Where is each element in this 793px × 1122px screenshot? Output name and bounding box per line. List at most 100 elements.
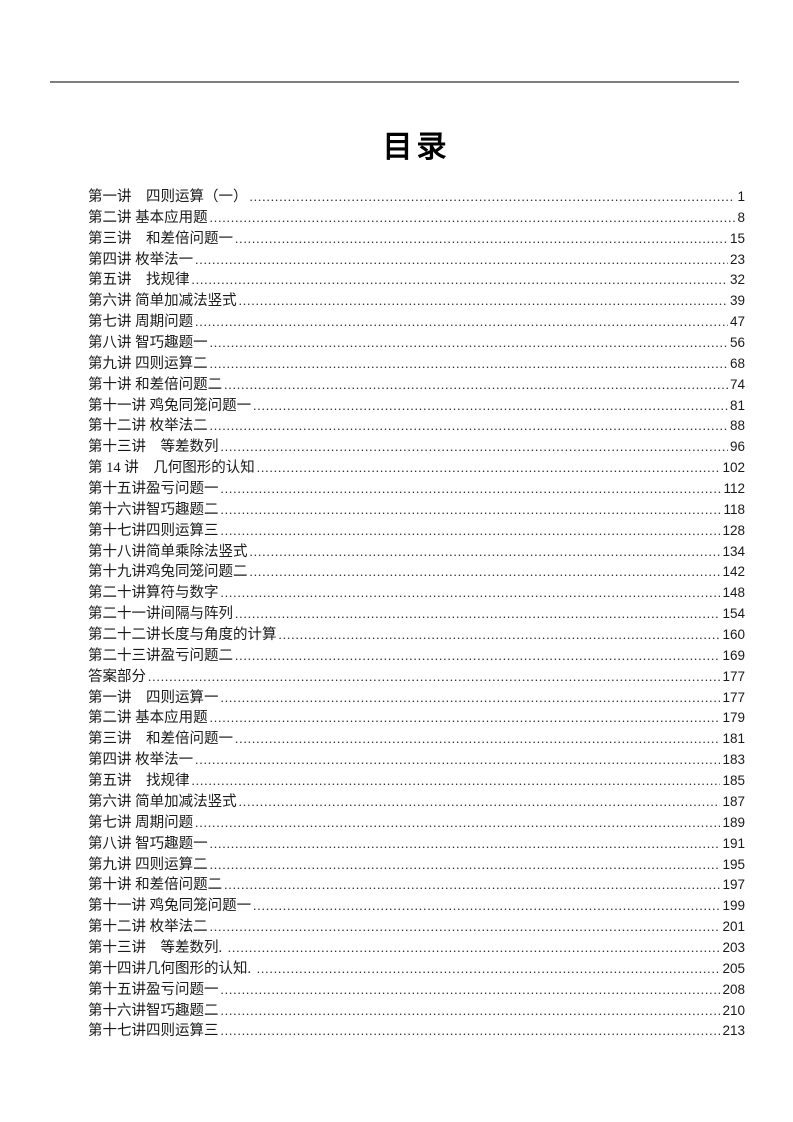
- toc-entry-label: 第三讲 和差倍问题一: [88, 230, 233, 247]
- toc-entry[interactable]: 第十五讲盈亏问题一 208: [88, 980, 745, 1001]
- toc-entry[interactable]: 第十五讲盈亏问题一 112: [88, 479, 745, 500]
- toc-entry[interactable]: 第十六讲智巧趣题二 210: [88, 1001, 745, 1022]
- toc-entry-page: 128: [722, 522, 745, 538]
- toc-entry-label: 第五讲 找规律: [88, 773, 190, 790]
- toc-entry[interactable]: 第十三讲 等差数列. 203: [88, 938, 745, 959]
- toc-dot-leader: [239, 291, 728, 312]
- toc-dot-leader: [210, 834, 721, 855]
- toc-entry-page: 210: [722, 1002, 745, 1018]
- toc-entry-label: 第十六讲智巧趣题二: [88, 1002, 219, 1019]
- toc-entry-label: 第三讲 和差倍问题一: [88, 731, 233, 748]
- toc-entry[interactable]: 第二十三讲盈亏问题二 169: [88, 646, 745, 667]
- toc-entry-page: 195: [722, 856, 745, 872]
- toc-entry-page: 208: [722, 981, 745, 997]
- toc-entry[interactable]: 第十三讲 等差数列 96: [88, 437, 745, 458]
- toc-entry-page: 118: [723, 501, 745, 517]
- toc-entry-page: 187: [722, 793, 745, 809]
- toc-dot-leader: [257, 458, 721, 479]
- toc-entry[interactable]: 第十讲 和差倍问题二 197: [88, 875, 745, 896]
- toc-entry[interactable]: 第五讲 找规律 185: [88, 771, 745, 792]
- toc-entry[interactable]: 第七讲 周期问题 189: [88, 813, 745, 834]
- toc-entry[interactable]: 第十一讲 鸡兔同笼问题一 199: [88, 896, 745, 917]
- toc-entry-page: 8: [737, 209, 745, 225]
- toc-entry-label: 第十七讲四则运算三: [88, 522, 219, 539]
- toc-entry[interactable]: 第二十讲算符与数字 148: [88, 583, 745, 604]
- toc-entry-label: 第十一讲 鸡兔同笼问题一: [88, 898, 252, 915]
- toc-dot-leader: [253, 896, 720, 917]
- toc-dot-leader: [210, 354, 728, 375]
- toc-dot-leader: [221, 479, 722, 500]
- toc-entry[interactable]: 第四讲 枚举法一 183: [88, 750, 745, 771]
- toc-entry-page: 154: [722, 606, 745, 622]
- toc-entry-label: 第七讲 周期问题: [88, 314, 194, 331]
- header-rule: [50, 81, 739, 83]
- toc-entry-page: 148: [722, 585, 745, 601]
- toc-dot-leader: [235, 604, 720, 625]
- toc-entry[interactable]: 第十一讲 鸡兔同笼问题一 81: [88, 396, 745, 417]
- toc-entry-label: 第八讲 智巧趣题一: [88, 335, 208, 352]
- toc-entry-page: 81: [729, 397, 745, 413]
- toc-entry[interactable]: 第十七讲四则运算三 128: [88, 521, 745, 542]
- page-title: 目录: [382, 131, 451, 164]
- toc-entry-page: 213: [722, 1023, 745, 1039]
- toc-entry-page: 23: [729, 251, 745, 267]
- toc-entry[interactable]: 第七讲 周期问题 47: [88, 312, 745, 333]
- toc-entry-label: 第十二讲 枚举法二: [88, 418, 208, 435]
- toc-entry-label: 第十一讲 鸡兔同笼问题一: [88, 397, 252, 414]
- toc-entry[interactable]: 第二讲 基本应用题 179: [88, 708, 745, 729]
- toc-dot-leader: [235, 229, 728, 250]
- toc-entry[interactable]: 第八讲 智巧趣题一 56: [88, 333, 745, 354]
- toc-entry[interactable]: 第二十二讲长度与角度的计算 160: [88, 625, 745, 646]
- toc-entry-label: 第四讲 枚举法一: [88, 752, 194, 769]
- toc-entry[interactable]: 第十七讲四则运算三 213: [88, 1021, 745, 1042]
- toc-entry-label: 第五讲 找规律: [88, 272, 190, 289]
- toc-entry-label: 第十九讲鸡兔同笼问题二: [88, 564, 248, 581]
- toc-dot-leader: [195, 312, 728, 333]
- toc-entry[interactable]: 第 14 讲 几何图形的认知 102: [88, 458, 745, 479]
- toc-entry[interactable]: 第五讲 找规律 32: [88, 270, 745, 291]
- toc-entry-page: 177: [722, 689, 745, 705]
- toc-entry-page: 201: [722, 919, 745, 935]
- toc-entry[interactable]: 第二讲 基本应用题 8: [88, 208, 745, 229]
- toc-entry[interactable]: 第三讲 和差倍问题一 181: [88, 729, 745, 750]
- toc-entry[interactable]: 第十九讲鸡兔同笼问题二 142: [88, 562, 745, 583]
- toc-entry[interactable]: 第十二讲 枚举法二 88: [88, 416, 745, 437]
- toc-dot-leader: [192, 270, 728, 291]
- toc-dot-leader: [257, 959, 721, 980]
- toc-entry[interactable]: 第二十一讲间隔与阵列 154: [88, 604, 745, 625]
- toc-entry-page: 205: [722, 960, 745, 976]
- toc-entry[interactable]: 第一讲 四则运算一 177: [88, 688, 745, 709]
- toc-entry[interactable]: 第六讲 简单加减法竖式 187: [88, 792, 745, 813]
- toc-entry[interactable]: 第九讲 四则运算二 195: [88, 855, 745, 876]
- toc-entry[interactable]: 第十讲 和差倍问题二 74: [88, 375, 745, 396]
- toc-dot-leader: [224, 875, 720, 896]
- toc-entry[interactable]: 第十二讲 枚举法二 201: [88, 917, 745, 938]
- toc-entry[interactable]: 第四讲 枚举法一 23: [88, 250, 745, 271]
- toc-dot-leader: [250, 542, 721, 563]
- toc-entry-page: 169: [722, 647, 745, 663]
- toc-entry-page: 112: [723, 481, 745, 497]
- toc-dot-leader: [228, 938, 721, 959]
- toc-entry-page: 15: [729, 230, 745, 246]
- toc-entry-label: 第十五讲盈亏问题一: [88, 981, 219, 998]
- toc-entry-label: 第九讲 四则运算二: [88, 856, 208, 873]
- toc-entry-label: 第二讲 基本应用题: [88, 710, 208, 727]
- toc-dot-leader: [210, 917, 721, 938]
- toc-entry-page: 32: [729, 272, 745, 288]
- toc-entry[interactable]: 第一讲 四则运算（一） 1: [88, 187, 745, 208]
- toc-entry-page: 1: [737, 189, 745, 204]
- toc-dot-leader: [195, 813, 720, 834]
- toc-entry[interactable]: 第十四讲几何图形的认知. 205: [88, 959, 745, 980]
- toc-entry[interactable]: 答案部分 177: [88, 667, 745, 688]
- toc-entry[interactable]: 第八讲 智巧趣题一 191: [88, 834, 745, 855]
- toc-entry-label: 第 14 讲 几何图形的认知: [88, 460, 255, 477]
- toc-entry[interactable]: 第十六讲智巧趣题二 118: [88, 500, 745, 521]
- toc-entry-page: 96: [729, 439, 745, 455]
- toc-entry[interactable]: 第九讲 四则运算二 68: [88, 354, 745, 375]
- toc-dot-leader: [279, 625, 721, 646]
- toc-entry[interactable]: 第三讲 和差倍问题一 15: [88, 229, 745, 250]
- toc-entry[interactable]: 第六讲 简单加减法竖式 39: [88, 291, 745, 312]
- toc-entry[interactable]: 第十八讲简单乘除法竖式 134: [88, 542, 745, 563]
- toc-entry-page: 74: [729, 376, 745, 392]
